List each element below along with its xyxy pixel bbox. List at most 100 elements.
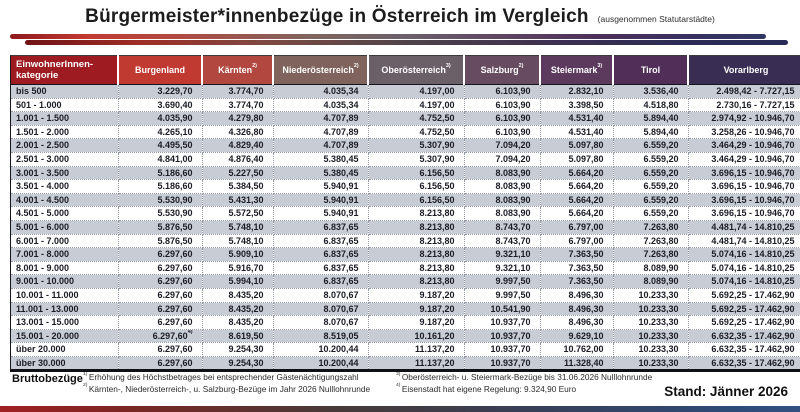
table-row: über 20.000 6.297,60 9.254,30 10.200,44 11.1… <box>10 342 800 357</box>
value-cell: 6.297,60 <box>118 342 203 357</box>
value-cell: 6.837,65 <box>273 247 369 262</box>
value-cell: 3.536,40 <box>613 84 689 99</box>
column-header-kärnten: Kärnten2) <box>201 55 273 85</box>
value-cell: 8.519,05 <box>273 329 369 344</box>
value-cell: 3.774,70 <box>202 84 274 99</box>
value-cell: 3.696,15 - 10.946,70 <box>688 193 800 208</box>
value-cell: 4.841,00 <box>118 152 203 167</box>
value-cell: 10.200,44 <box>273 356 369 372</box>
value-cell: 6.632,35 - 17.462,90 <box>688 356 800 372</box>
value-cell: 5.692,25 - 17.462,90 <box>688 315 800 330</box>
value-cell: 8.083,90 <box>464 166 541 181</box>
row-category: 5.001 - 6.000 <box>10 220 119 235</box>
value-cell: 4.707,89 <box>273 111 369 126</box>
value-cell: 9.254,30 <box>202 356 274 372</box>
table-row: 13.001 - 15.000 6.297,60 8.435,20 8.070,67 9… <box>10 315 800 330</box>
value-cell: 4.481,74 - 14.810,25 <box>688 220 800 235</box>
value-cell: 8.213,80 <box>368 247 465 262</box>
date-stamp: Stand: Jänner 2026 <box>664 384 788 399</box>
value-cell: 7.363,50 <box>540 274 614 289</box>
value-cell: 3.229,70 <box>118 84 203 99</box>
value-cell: 3.696,15 - 10.946,70 <box>688 179 800 194</box>
value-cell: 9.254,30 <box>202 342 274 357</box>
value-cell: 8.496,30 <box>540 288 614 303</box>
footnotes-left: 1) Erhöhung des Höchstbetrages bei entsp… <box>83 370 371 395</box>
value-cell: 5.692,25 - 17.462,90 <box>688 288 800 303</box>
gross-pay-label: Bruttobezüge <box>12 373 83 385</box>
value-cell: 5.994,10 <box>202 274 274 289</box>
value-cell: 10.233,30 <box>613 315 689 330</box>
row-category: 13.001 - 15.000 <box>10 315 119 330</box>
value-cell: 6.632,35 - 17.462,90 <box>688 329 800 344</box>
value-cell: 5.692,25 - 17.462,90 <box>688 302 800 317</box>
value-cell: 5.227,50 <box>202 166 274 181</box>
value-cell: 6.297,60 <box>118 288 203 303</box>
value-cell: 6.297,60 <box>118 247 203 262</box>
value-cell: 5.916,70 <box>202 261 274 276</box>
value-cell: 4.876,40 <box>202 152 274 167</box>
value-cell: 5.940,91 <box>273 193 369 208</box>
column-header-vorarlberg: Vorarlberg <box>687 55 800 85</box>
table-row: 1.501 - 2.000 4.265,10 4.326,80 4.707,89 4.7… <box>10 125 800 140</box>
value-cell: 5.384,50 <box>202 179 274 194</box>
value-cell: 6.559,20 <box>613 206 689 221</box>
value-cell: 4.326,80 <box>202 125 274 140</box>
value-cell: 4.752,50 <box>368 111 465 126</box>
value-cell: 10.937,70 <box>464 329 541 344</box>
column-header-niederösterreich: Niederösterreich2) <box>272 55 368 85</box>
table-row: 11.001 - 13.000 6.297,60 8.435,20 8.070,67 9… <box>10 302 800 317</box>
value-cell: 8.213,80 <box>368 220 465 235</box>
value-cell: 4.531,40 <box>540 125 614 140</box>
value-cell: 8.089,90 <box>613 261 689 276</box>
value-cell: 6.103,90 <box>464 84 541 99</box>
row-category: bis 500 <box>10 84 119 99</box>
value-cell: 10.233,30 <box>613 356 689 372</box>
page-title: Bürgermeister*innenbezüge in Österreich … <box>85 6 589 27</box>
value-cell: 10.937,70 <box>464 315 541 330</box>
value-cell: 10.233,30 <box>613 288 689 303</box>
table-row: 2.001 - 2.500 4.495,50 4.829,40 4.707,89 5.3… <box>10 138 800 153</box>
value-cell: 8.083,90 <box>464 179 541 194</box>
table-row: 10.001 - 11.000 6.297,60 8.435,20 8.070,67 9… <box>10 288 800 303</box>
value-cell: 5.186,60 <box>118 179 203 194</box>
value-cell: 4.197,00 <box>368 84 465 99</box>
value-cell: 8.213,80 <box>368 234 465 249</box>
value-cell: 11.328,40 <box>540 356 614 372</box>
gradient-bar-top-1 <box>10 34 766 39</box>
value-cell: 8.089,90 <box>613 274 689 289</box>
value-cell: 6.837,65 <box>273 234 369 249</box>
table-row: 501 - 1.000 3.690,40 3.774,70 4.035,34 4.197… <box>10 98 800 113</box>
value-cell: 3.398,50 <box>540 98 614 113</box>
value-cell: 8.743,70 <box>464 220 541 235</box>
value-cell: 10.541,90 <box>464 302 541 317</box>
value-cell: 7.094,20 <box>464 152 541 167</box>
value-cell: 5.909,10 <box>202 247 274 262</box>
gradient-bar-top-2 <box>25 40 788 45</box>
value-cell: 8.496,30 <box>540 302 614 317</box>
value-cell: 8.619,50 <box>202 329 274 344</box>
value-cell: 5.940,91 <box>273 206 369 221</box>
value-cell: 11.137,20 <box>368 342 465 357</box>
value-cell: 6.297,60 <box>118 261 203 276</box>
table-row: 2.501 - 3.000 4.841,00 4.876,40 5.380,45 5.3… <box>10 152 800 167</box>
value-cell: 4.265,10 <box>118 125 203 140</box>
value-cell: 9.997,50 <box>464 288 541 303</box>
footnote-line: 3) Oberösterreich- u. Steiermark-Bezüge … <box>396 370 653 382</box>
value-cell: 8.743,70 <box>464 234 541 249</box>
value-cell: 8.070,67 <box>273 315 369 330</box>
row-category: 501 - 1.000 <box>10 98 119 113</box>
value-cell: 6.297,60 <box>118 315 203 330</box>
footnote-line: 2) Kärnten-, Niederösterreich-, u. Salzb… <box>83 382 371 394</box>
value-cell: 6.559,20 <box>613 138 689 153</box>
value-cell: 5.380,45 <box>273 152 369 167</box>
value-cell: 3.696,15 - 10.946,70 <box>688 166 800 181</box>
table-row: 1.001 - 1.500 4.035,90 4.279,80 4.707,89 4.7… <box>10 111 800 126</box>
value-cell: 7.363,50 <box>540 261 614 276</box>
value-cell: 10.937,70 <box>464 342 541 357</box>
value-cell: 3.464,29 - 10.946,70 <box>688 152 800 167</box>
value-cell: 2.498,42 - 7.727,15 <box>688 84 800 99</box>
value-cell: 5.876,50 <box>118 220 203 235</box>
value-cell: 5.530,90 <box>118 193 203 208</box>
footnote-line: 1) Erhöhung des Höchstbetrages bei entsp… <box>83 370 359 382</box>
value-cell: 6.297,60 <box>118 274 203 289</box>
